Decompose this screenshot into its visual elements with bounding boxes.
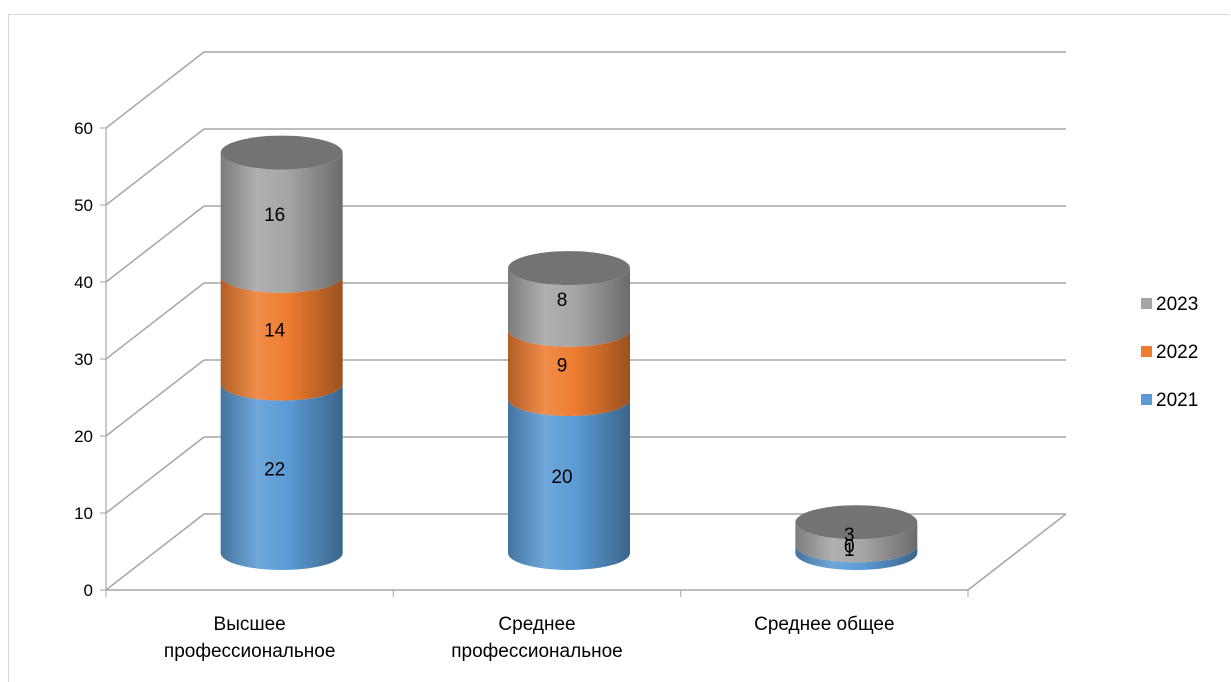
y-tick-label: 10 (74, 504, 93, 523)
bar-segment (220, 383, 343, 570)
data-label: 1 (844, 540, 855, 561)
data-label: 0 (844, 536, 855, 557)
gridline-side (105, 436, 205, 514)
legend-label: 2023 (1156, 294, 1198, 315)
data-label: 20 (551, 467, 572, 488)
data-label: 22 (264, 459, 285, 480)
legend-swatch (1141, 346, 1152, 357)
y-tick-label: 60 (74, 119, 93, 138)
chart-frame (8, 14, 1230, 682)
legend-swatch (1141, 298, 1152, 309)
y-tick-label: 40 (74, 273, 93, 292)
gridline-side (105, 359, 205, 437)
bar-top-cap (220, 135, 343, 170)
data-label: 9 (557, 355, 568, 376)
bar-top-cap (795, 505, 918, 540)
x-tick-label: Среднее общее (754, 614, 894, 635)
x-tick-label: Высшее профессиональное (164, 614, 335, 662)
y-tick-label: 0 (84, 581, 93, 600)
bar-segment (508, 399, 630, 570)
bar-segment (795, 522, 918, 563)
bar-stack: 22 14 16 (220, 135, 343, 570)
data-label: 16 (264, 205, 285, 226)
gridline-side (105, 282, 205, 360)
floor-right-edge (967, 513, 1067, 591)
bar-segment (220, 275, 343, 401)
legend-swatch (1141, 394, 1152, 405)
gridline-side (105, 205, 205, 283)
bar-segment (508, 329, 630, 416)
gridline-side (105, 51, 205, 129)
bar-segment (508, 268, 630, 347)
legend-label: 2021 (1156, 390, 1198, 411)
y-tick-label: 20 (74, 427, 93, 446)
gridline-side (105, 128, 205, 206)
data-label: 8 (557, 290, 568, 311)
bar-stack: 103 (795, 505, 918, 570)
legend-label: 2022 (1156, 342, 1198, 363)
y-tick-label: 50 (74, 196, 93, 215)
bar-segment (795, 545, 918, 570)
x-tick-label: Среднее профессиональное (451, 614, 622, 662)
y-tick-label: 30 (74, 350, 93, 369)
gridline-side (105, 513, 205, 591)
data-label: 3 (844, 525, 855, 546)
bar-segment (220, 152, 343, 293)
data-label: 14 (264, 321, 286, 342)
bar-top-cap (508, 251, 630, 286)
